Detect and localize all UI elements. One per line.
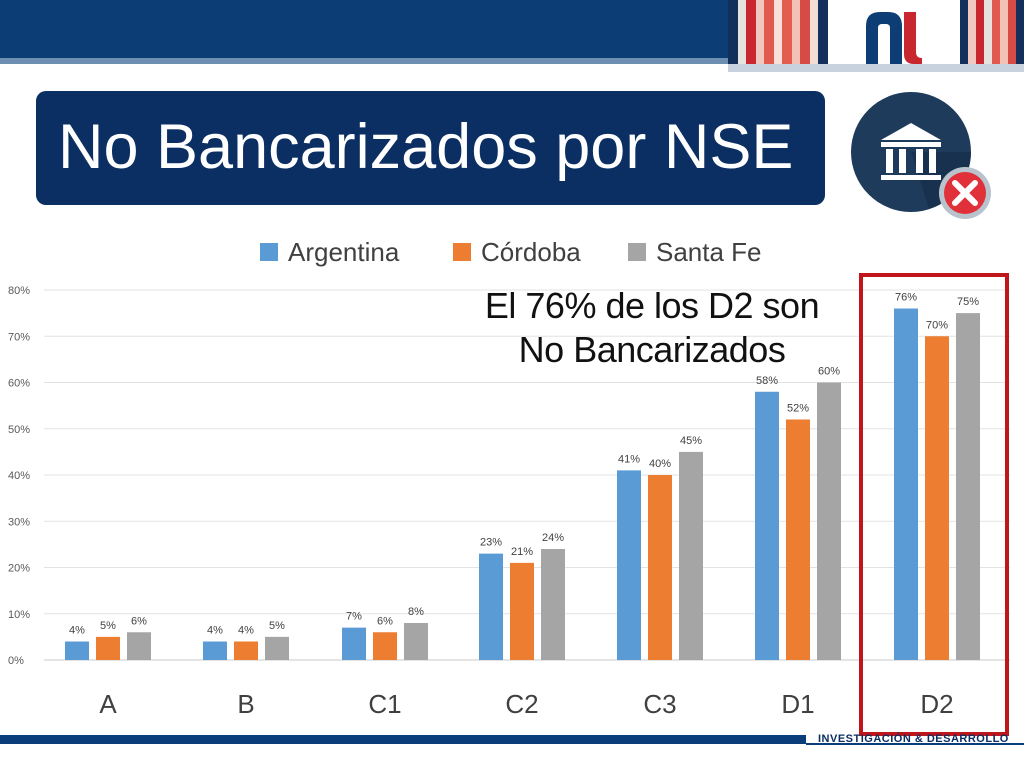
data-label: 4% xyxy=(207,625,223,637)
data-label: 4% xyxy=(238,625,254,637)
bar-D2-Argentina xyxy=(894,308,918,660)
data-label: 6% xyxy=(131,615,147,627)
data-label: 23% xyxy=(480,537,502,549)
data-label: 7% xyxy=(346,611,362,623)
data-label: 41% xyxy=(618,453,640,465)
data-label: 6% xyxy=(377,615,393,627)
data-label: 21% xyxy=(511,546,533,558)
y-tick-label: 50% xyxy=(8,424,30,436)
legend-label: Argentina xyxy=(288,237,400,267)
footer-bar xyxy=(0,735,806,744)
bank-not-allowed-icon xyxy=(851,92,991,219)
bar-B-Córdoba xyxy=(234,641,258,660)
highlight-box-d2 xyxy=(859,273,1009,736)
data-label: 45% xyxy=(680,435,702,447)
legend-swatch-Argentina xyxy=(260,243,278,261)
data-label: 4% xyxy=(69,625,85,637)
data-label: 70% xyxy=(926,319,948,331)
data-label: 52% xyxy=(787,403,809,415)
data-label: 24% xyxy=(542,532,564,544)
bar-A-Córdoba xyxy=(96,636,120,660)
bar-C1-Córdoba xyxy=(373,632,397,660)
y-tick-label: 60% xyxy=(8,378,30,390)
bar-C1-Santa Fe xyxy=(404,623,428,660)
y-tick-label: 80% xyxy=(8,285,30,297)
bar-A-Argentina xyxy=(65,641,89,660)
x-tick-label: D1 xyxy=(781,689,814,719)
nu-logo-icon xyxy=(866,12,922,64)
x-tick-label: C2 xyxy=(505,689,538,719)
bar-C3-Santa Fe xyxy=(679,451,703,660)
data-label: 40% xyxy=(649,458,671,470)
bar-A-Santa Fe xyxy=(127,632,151,660)
x-tick-label: D2 xyxy=(920,689,953,719)
bar-C2-Santa Fe xyxy=(541,549,565,660)
bar-chart: 0% 10% 20% 30% 40% 50% 60% 70% 80% 4% 4% 7% 23% 41% 58… xyxy=(8,237,1010,719)
header-band xyxy=(0,0,1024,72)
title-banner: No Bancarizados por NSE xyxy=(36,91,825,205)
x-tick-label: C1 xyxy=(368,689,401,719)
bar-B-Santa Fe xyxy=(265,636,289,660)
bank-building-icon xyxy=(881,123,941,180)
data-label: 75% xyxy=(957,296,979,308)
bar-C2-Córdoba xyxy=(510,562,534,660)
callout-line-1: El 76% de los D2 son xyxy=(484,285,820,326)
legend-swatch-Santa Fe xyxy=(628,243,646,261)
bar-D1-Santa Fe xyxy=(817,382,841,660)
footer-label: INVESTIGACIÓN & DESARROLLO xyxy=(818,733,1009,745)
header-stripes-right xyxy=(960,0,1024,64)
bar-C3-Córdoba xyxy=(648,475,672,660)
data-label: 58% xyxy=(756,375,778,387)
bar-C1-Argentina xyxy=(342,627,366,660)
bar-D2-Córdoba xyxy=(925,336,949,660)
y-tick-label: 10% xyxy=(8,609,30,621)
x-tick-label: B xyxy=(237,689,254,719)
data-label: 5% xyxy=(269,620,285,632)
bar-D1-Argentina xyxy=(755,391,779,660)
x-tick-label: C3 xyxy=(643,689,676,719)
legend-label: Santa Fe xyxy=(656,237,762,267)
callout-text: El 76% de los D2 son No Bancarizados xyxy=(446,284,858,372)
bar-D1-Córdoba xyxy=(786,419,810,660)
page-title: No Bancarizados por NSE xyxy=(58,112,794,182)
bar-B-Argentina xyxy=(203,641,227,660)
legend-swatch-Córdoba xyxy=(453,243,471,261)
y-tick-label: 30% xyxy=(8,516,30,528)
data-label: 8% xyxy=(408,606,424,618)
y-tick-label: 40% xyxy=(8,470,30,482)
header-stripes-left xyxy=(728,0,828,64)
bar-C2-Argentina xyxy=(479,553,503,660)
y-tick-label: 0% xyxy=(8,655,24,667)
data-label: 76% xyxy=(895,292,917,304)
y-tick-label: 70% xyxy=(8,331,30,343)
legend-label: Córdoba xyxy=(481,237,581,267)
bar-C3-Argentina xyxy=(617,470,641,660)
data-label: 60% xyxy=(818,366,840,378)
y-tick-label: 20% xyxy=(8,563,30,575)
footer-bar-thin xyxy=(806,743,1024,745)
data-label: 5% xyxy=(100,620,116,632)
x-tick-label: A xyxy=(99,689,117,719)
callout-line-2: No Bancarizados xyxy=(518,329,786,370)
not-allowed-badge-icon xyxy=(939,167,991,219)
bar-D2-Santa Fe xyxy=(956,313,980,660)
